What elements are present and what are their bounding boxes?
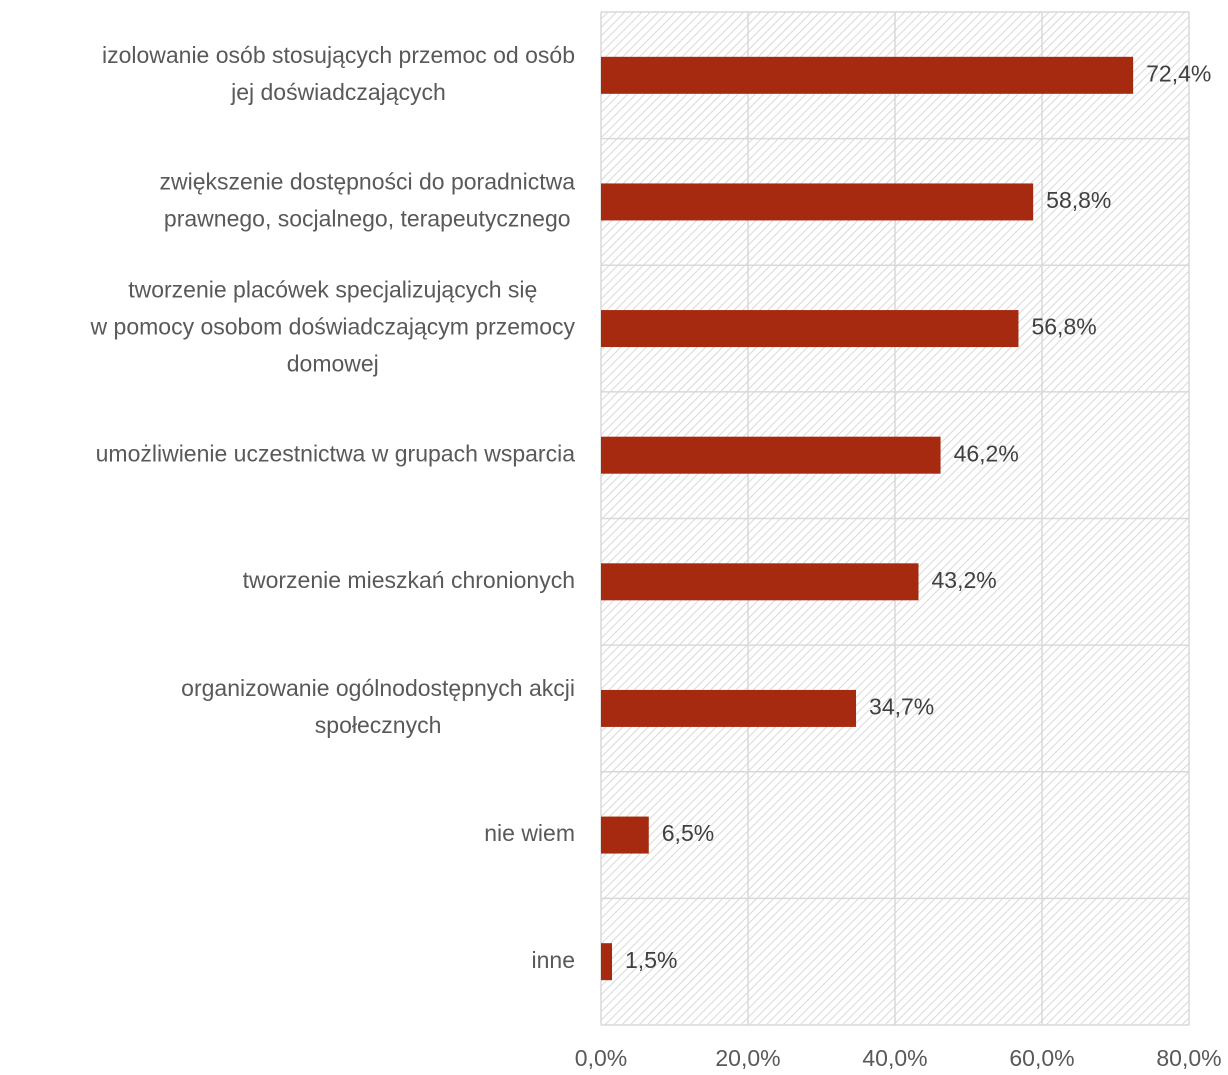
data-label: 43,2% [932,567,997,593]
category-label-line: nie wiem [484,820,575,846]
data-label: 56,8% [1031,314,1096,340]
data-label: 58,8% [1046,187,1111,213]
x-tick-label: 0,0% [575,1045,627,1071]
category-label: nie wiem [484,820,575,846]
category-label-line: prawnego, socjalnego, terapeutycznego [164,206,571,232]
bar [601,56,1134,94]
data-label: 46,2% [954,440,1019,466]
category-label: organizowanie ogólnodostępnych akcji społ… [181,675,575,738]
category-label-line: organizowanie ogólnodostępnych akcji [181,675,575,701]
bar-series: 72,4% 58,8% 56,8% 46,2% 43,2% 34,7% 6,5% 1,5% [601,56,1211,981]
category-label: inne [532,947,575,973]
data-label: 6,5% [662,820,714,846]
category-label-line: umożliwienie uczestnictwa w grupach wspa… [96,440,576,466]
bar [601,436,941,474]
x-tick-label: 80,0% [1156,1045,1221,1071]
category-label-line: tworzenie mieszkań chronionych [243,567,575,593]
category-label-line: w pomocy osobom doświadczającym przemocy [90,314,576,340]
data-label: 34,7% [869,694,934,720]
data-label: 72,4% [1146,60,1211,86]
x-tick-label: 40,0% [862,1045,927,1071]
category-label-line: izolowanie osób stosujących przemoc od o… [102,42,575,68]
bar [601,563,919,601]
bar [601,183,1034,221]
category-label-line: tworzenie placówek specjalizujących się [128,277,537,303]
category-labels: izolowanie osób stosujących przemoc od o… [90,42,576,973]
category-label: umożliwienie uczestnictwa w grupach wspa… [96,440,576,466]
category-label: izolowanie osób stosujących przemoc od o… [102,42,575,105]
category-label-line: społecznych [315,712,442,738]
category-label: tworzenie placówek specjalizujących się w… [90,277,576,377]
bar [601,689,857,727]
bar [601,310,1019,348]
category-label-line: domowej [287,351,379,377]
x-tick-label: 20,0% [715,1045,780,1071]
category-label-line: jej doświadczających [230,79,446,105]
category-label: zwiększenie dostępności do poradnictwa pr… [159,169,575,232]
bar [601,943,613,981]
x-tick-label: 60,0% [1009,1045,1074,1071]
category-label-line: zwiększenie dostępności do poradnictwa [159,169,575,195]
category-label: tworzenie mieszkań chronionych [243,567,575,593]
x-axis-tick-labels: 0,0% 20,0% 40,0% 60,0% 80,0% [575,1045,1222,1071]
bar [601,816,649,854]
category-label-line: inne [532,947,575,973]
data-label: 1,5% [625,947,677,973]
gridlines [600,11,1190,1026]
